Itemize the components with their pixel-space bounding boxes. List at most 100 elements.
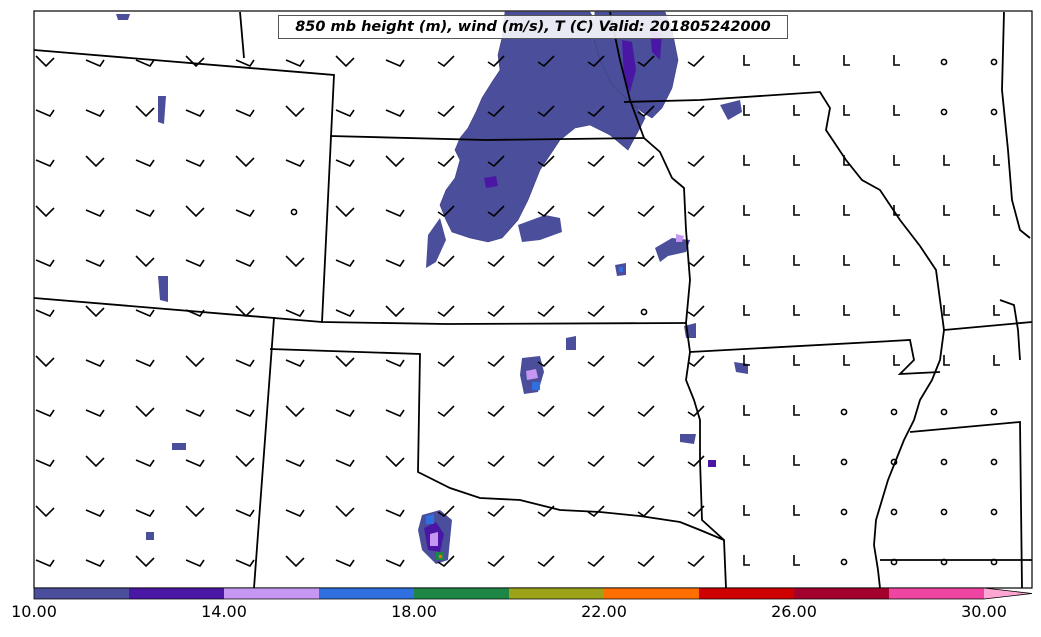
state-border	[273, 317, 323, 323]
wind-barb	[385, 259, 405, 267]
wind-barb	[135, 309, 155, 317]
wind-barb	[587, 55, 605, 68]
wind-barb	[793, 155, 800, 166]
wind-barb	[587, 205, 605, 218]
wind-barb	[85, 109, 105, 117]
wind-barb	[35, 559, 55, 567]
wind-barb	[385, 409, 405, 417]
wind-barb	[35, 159, 55, 167]
wind-barb	[235, 59, 255, 67]
colorbar-extend-arrow	[984, 588, 1032, 599]
colorbar-segment	[889, 588, 985, 599]
temperature-fill-area	[146, 532, 154, 540]
wind-barb	[793, 555, 800, 566]
wind-barb	[537, 355, 555, 368]
wind-barb	[637, 55, 655, 68]
colorbar-segment	[34, 588, 130, 599]
wind-barb	[993, 205, 1000, 216]
wind-barb	[285, 255, 305, 268]
wind-barb	[185, 205, 205, 218]
wind-barb	[185, 409, 205, 417]
wind-barb	[85, 305, 105, 318]
wind-barb	[85, 455, 105, 468]
wind-barb	[235, 559, 255, 567]
wind-barb	[385, 509, 405, 517]
wind-barb	[285, 555, 305, 568]
wind-barb	[135, 59, 155, 67]
colorbar-tick-labels: 10.00 14.00 18.00 22.00 26.00 30.00	[0, 602, 1041, 628]
wind-barb	[943, 305, 950, 316]
wind-barb	[793, 405, 800, 416]
wind-barb	[587, 505, 605, 518]
wind-barb	[385, 59, 405, 67]
temperature-fill-area	[158, 276, 168, 302]
wind-barb	[335, 559, 355, 567]
wind-barb	[135, 509, 155, 517]
wind-barb	[893, 355, 900, 366]
wind-barb	[537, 405, 555, 418]
wind-barb	[687, 355, 705, 368]
wind-barb	[587, 355, 605, 368]
calm-wind-marker	[990, 408, 998, 416]
wind-barb	[743, 555, 750, 566]
wind-barb	[185, 259, 205, 267]
wind-barb	[637, 405, 655, 418]
wind-barb	[743, 455, 750, 466]
wind-barb	[487, 455, 505, 468]
wind-barb	[893, 105, 900, 116]
wind-barb	[943, 355, 950, 366]
wind-barb	[587, 455, 605, 468]
wind-barb	[235, 259, 255, 267]
wind-barb	[637, 105, 655, 118]
wind-barb	[637, 355, 655, 368]
wind-barb	[793, 355, 800, 366]
wind-barb	[35, 205, 55, 218]
wind-barb	[537, 205, 555, 218]
wind-barb	[893, 205, 900, 216]
wind-barb	[487, 255, 505, 268]
temperature-fill-area	[655, 238, 690, 262]
wind-barb	[943, 155, 950, 166]
wind-barb	[793, 455, 800, 466]
wind-barb	[743, 505, 750, 516]
wind-barb	[743, 355, 750, 366]
wind-barb	[843, 255, 850, 266]
temperature-fill-area	[680, 434, 696, 444]
wind-barb	[637, 555, 655, 568]
wind-barb	[85, 559, 105, 567]
wind-barb	[185, 159, 205, 167]
wind-barb	[35, 309, 55, 317]
wind-barb	[637, 505, 655, 518]
wind-barb	[487, 55, 505, 68]
wind-barb	[487, 355, 505, 368]
wind-barb	[743, 305, 750, 316]
wind-barb	[687, 455, 705, 468]
wind-barb	[235, 455, 255, 468]
temperature-fill-area	[676, 234, 684, 242]
colorbar-tick-label: 22.00	[581, 602, 627, 621]
wind-barb	[637, 455, 655, 468]
wind-barb	[35, 55, 55, 68]
state-border	[689, 339, 941, 376]
wind-barb	[487, 555, 505, 568]
wind-barb	[743, 405, 750, 416]
wind-barb	[537, 255, 555, 268]
wind-barb	[185, 559, 205, 567]
state-border	[239, 11, 245, 59]
wind-barb	[437, 205, 455, 218]
temperature-fill-area	[426, 514, 434, 524]
wind-barb	[385, 109, 405, 117]
wind-barb	[437, 155, 455, 168]
calm-wind-marker	[940, 408, 948, 416]
calm-wind-marker	[990, 58, 998, 66]
wind-barb	[943, 255, 950, 266]
wind-barb	[487, 305, 505, 318]
wind-barb	[537, 455, 555, 468]
temperature-fill-area	[532, 382, 540, 390]
wind-barb	[993, 155, 1000, 166]
wind-barb	[235, 209, 255, 217]
wind-barb	[335, 459, 355, 467]
wind-barb	[437, 555, 455, 568]
wind-barb	[135, 459, 155, 467]
wind-barb	[185, 309, 205, 317]
